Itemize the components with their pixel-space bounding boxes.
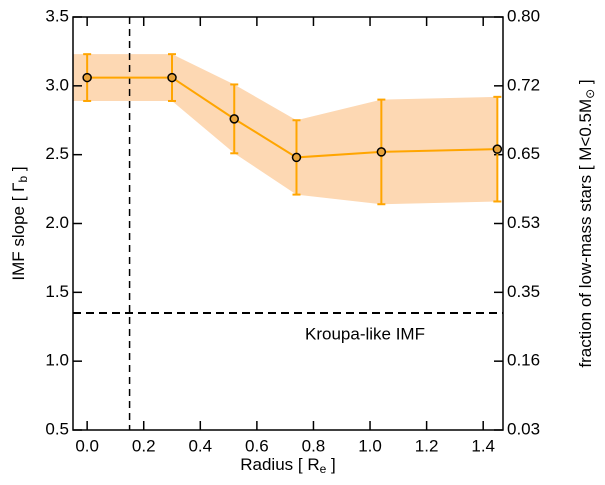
y2-axis-label-text: fraction of low-mass stars [ M<0.5M	[576, 99, 595, 368]
y-tick-label: 3.5	[45, 6, 69, 25]
x-tick-label: 0.8	[302, 436, 326, 455]
x-tick-label: 0.2	[132, 436, 156, 455]
data-point	[167, 72, 177, 83]
y2-tick-label: 0.16	[507, 351, 540, 370]
x-tick-label: 1.2	[415, 436, 439, 455]
y-axis-label-end: ]	[9, 166, 28, 175]
data-point	[229, 114, 239, 124]
y2-tick-label: 0.53	[507, 213, 540, 232]
x-tick-label: 1.4	[471, 436, 495, 455]
y-tick-label: 3.0	[45, 75, 69, 94]
y-tick-label: 2.5	[45, 144, 69, 163]
x-axis-label: Radius [ Re ]	[240, 455, 336, 476]
x-axis-label-sub: e	[320, 462, 327, 476]
data-point	[376, 147, 387, 157]
y2-axis-label-end: ]	[576, 79, 595, 88]
y-tick-label: 2.0	[45, 213, 69, 232]
y2-tick-label: 0.35	[507, 282, 540, 301]
y2-axis-label: fraction of low-mass stars [ M<0.5M⊙ ]	[576, 79, 597, 367]
reference-label: Kroupa-like IMF	[305, 324, 425, 343]
y2-tick-label: 0.80	[507, 6, 540, 25]
data-point	[291, 152, 302, 163]
y-axis-label: IMF slope [ Γb ]	[9, 166, 30, 280]
x-axis-label-text: Radius [ R	[240, 455, 319, 474]
y2-axis-label-sub: ⊙	[583, 89, 597, 99]
y2-tick-label: 0.72	[507, 75, 540, 94]
x-tick-label: 1.0	[358, 436, 382, 455]
x-tick-label: 0.4	[188, 436, 212, 455]
x-tick-label: 0.0	[75, 436, 99, 455]
y-tick-label: 0.5	[45, 419, 69, 438]
x-tick-label: 0.6	[245, 436, 269, 455]
error-band	[73, 54, 498, 205]
y-tick-label: 1.0	[45, 351, 69, 370]
y-axis-label-sub: b	[16, 175, 30, 182]
y2-tick-label: 0.03	[507, 419, 540, 438]
y-tick-label: 1.5	[45, 282, 69, 301]
y-axis-label-text: IMF slope [ Γ	[9, 182, 28, 280]
series-line	[87, 76, 498, 159]
x-axis-label-end: ]	[326, 455, 335, 474]
data-point	[82, 72, 92, 83]
data-point	[492, 144, 503, 154]
y2-tick-label: 0.65	[507, 144, 540, 163]
